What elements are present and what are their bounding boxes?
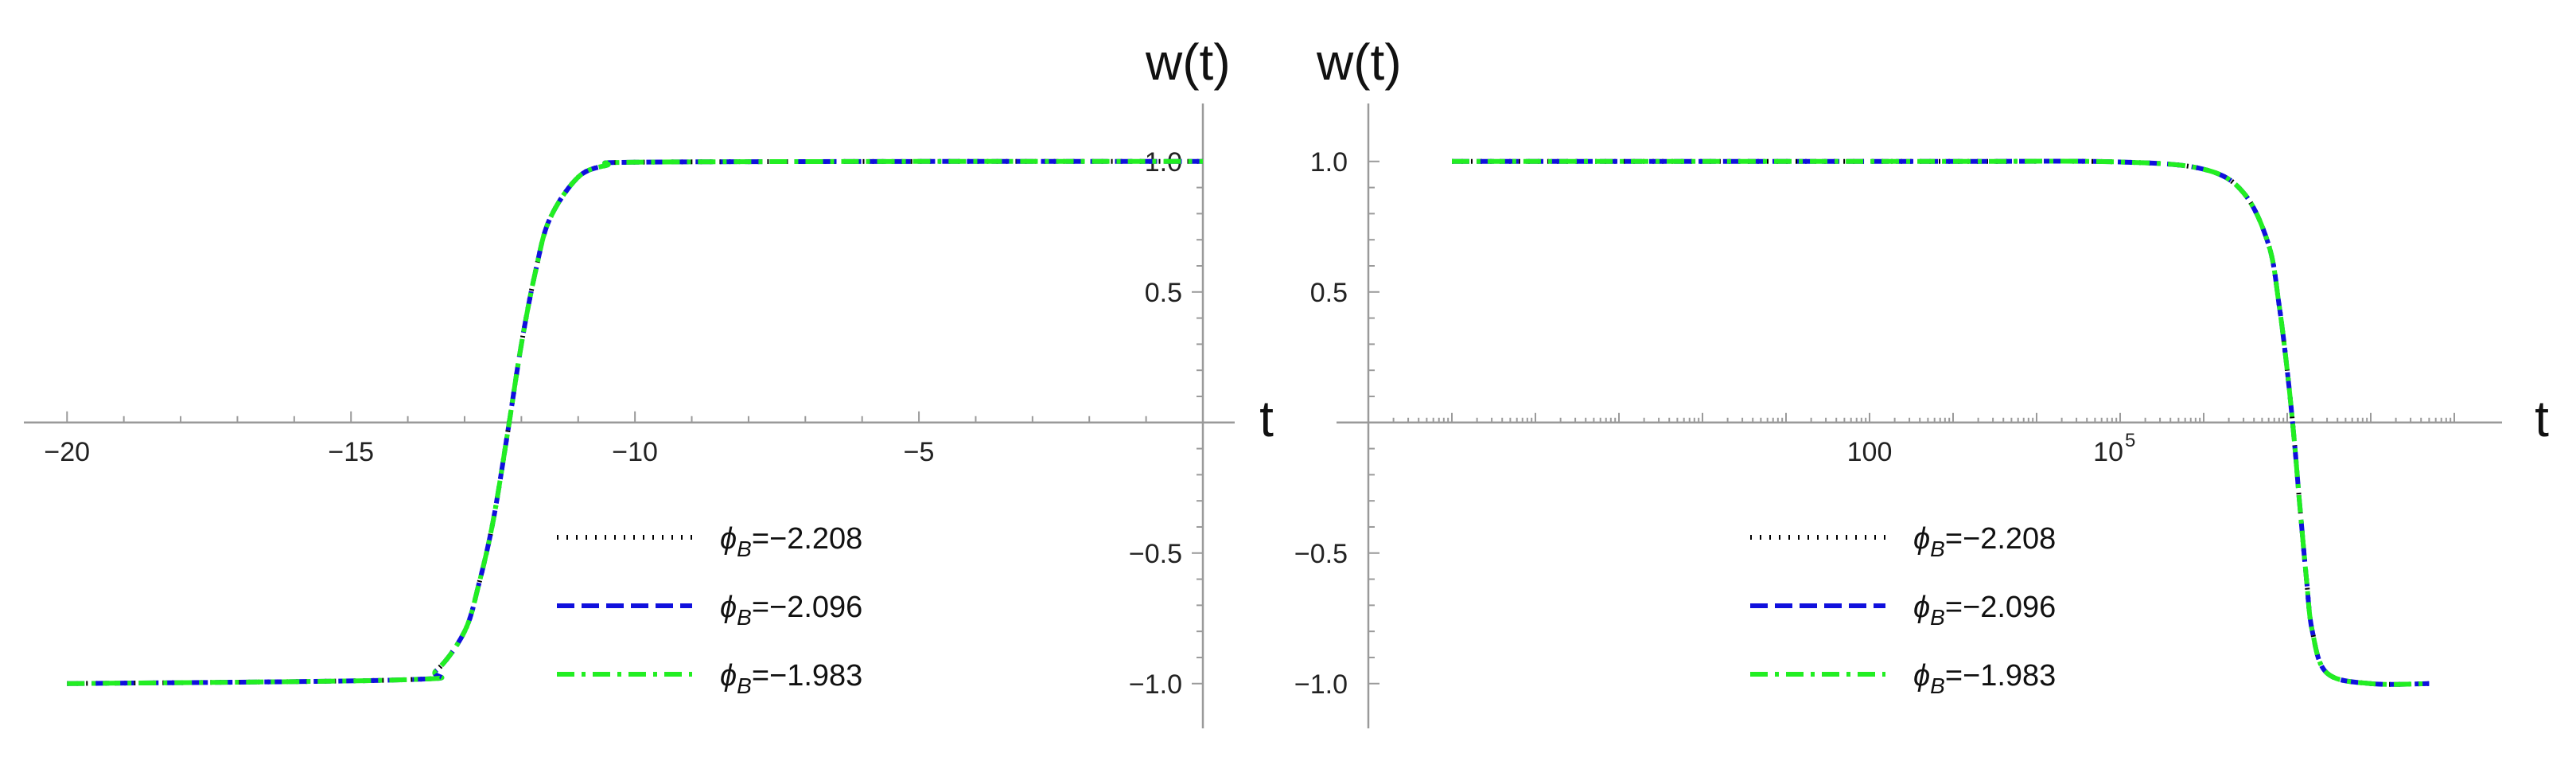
- x-tick-label: 100: [1847, 437, 1893, 467]
- legend-label: ϕB=−2.208: [720, 522, 862, 561]
- series-line-3: [1451, 158, 2430, 687]
- legend-label: ϕB=−1.983: [720, 659, 862, 698]
- series-line-3: [67, 158, 1204, 686]
- y-tick-label: −1.0: [1129, 669, 1182, 700]
- legend-label: ϕB=−2.096: [1913, 591, 2056, 630]
- y-tick-label: −0.5: [1294, 539, 1348, 569]
- y-tick-label: 0.5: [1145, 278, 1182, 308]
- right-chart: 100 10 5 1.0 0.5 −0.5 −1.0 t w(t) ϕB=−2.208 ϕB=−2.…: [1294, 33, 2549, 728]
- left-chart: −20 −15 −10 −51.00.5−0.5−1.0tw(t)ϕB=−2.208ϕ…: [24, 33, 1274, 728]
- y-tick-label: 0.5: [1310, 278, 1348, 308]
- y-tick-label: −1.0: [1294, 669, 1348, 700]
- y-axis-title: w(t): [1316, 33, 1402, 91]
- x-tick-label: 10: [2093, 437, 2123, 467]
- x-axis-title: t: [1259, 390, 1274, 447]
- x-tick-label: −5: [904, 437, 935, 467]
- legend-label: ϕB=−2.096: [720, 591, 862, 630]
- y-tick-label: −0.5: [1129, 539, 1182, 569]
- x-tick-label: −10: [612, 437, 658, 467]
- y-tick-label: 1.0: [1310, 147, 1348, 178]
- x-axis-title: t: [2535, 390, 2549, 447]
- x-tick-label: −15: [328, 437, 374, 467]
- x-tick-exponent: 5: [2125, 430, 2135, 451]
- series-line-1: [67, 158, 1204, 686]
- x-tick-label: −20: [44, 437, 90, 467]
- legend-label: ϕB=−2.208: [1913, 522, 2056, 561]
- legend-label: ϕB=−1.983: [1913, 659, 2056, 698]
- y-axis-title: w(t): [1145, 33, 1231, 91]
